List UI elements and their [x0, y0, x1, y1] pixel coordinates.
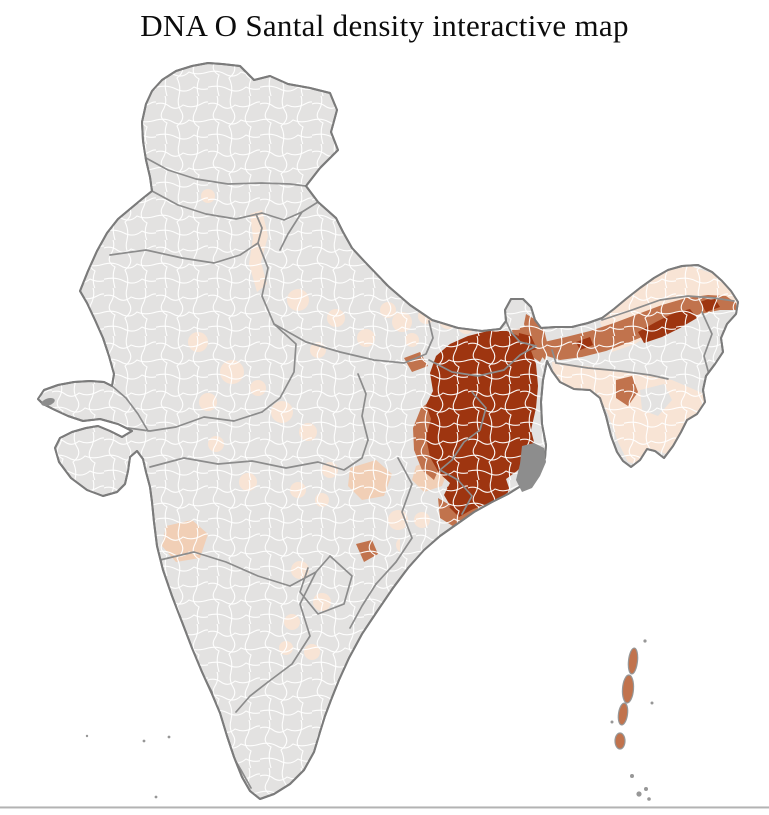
state-border-line — [428, 345, 537, 377]
island — [614, 732, 626, 750]
india-coastline — [37, 62, 739, 800]
state-border-line — [109, 213, 263, 264]
islet-dot — [647, 797, 651, 801]
state-border-line — [551, 349, 557, 364]
state-border-line — [267, 571, 317, 683]
kutch-islet[interactable] — [40, 397, 55, 408]
state-border-line — [299, 555, 353, 615]
island — [621, 674, 635, 704]
state-border-line — [439, 391, 487, 471]
state-border-line — [273, 320, 434, 364]
state-border-line — [439, 469, 473, 515]
state-border-line — [279, 211, 303, 251]
islet-dot — [636, 791, 642, 797]
state-border-line — [505, 320, 537, 347]
state-border-line — [701, 311, 713, 379]
islet-dot — [85, 734, 89, 738]
state-border-line — [149, 439, 369, 471]
islet-dot — [142, 739, 146, 743]
islet-dot — [650, 701, 654, 705]
islet-dot — [610, 720, 614, 724]
islet-dot — [643, 639, 647, 643]
bottom-divider-light — [0, 808, 769, 809]
state-border-line — [555, 362, 669, 380]
sundarbans-delta[interactable] — [516, 443, 546, 492]
state-border-line — [127, 411, 263, 432]
state-border-line — [111, 385, 149, 432]
islet-dot — [630, 774, 634, 778]
andaman-islands[interactable] — [614, 647, 639, 750]
district-mesh — [38, 63, 738, 799]
state-border-line — [349, 583, 377, 629]
state-border-line — [375, 457, 413, 585]
state-border-line — [257, 242, 297, 413]
state-border-line — [601, 295, 735, 321]
bottom-divider — [0, 806, 769, 808]
islet-dot — [644, 787, 648, 791]
minor-islands — [85, 639, 654, 801]
state-border-line — [151, 190, 319, 221]
state-border-line — [145, 157, 307, 187]
islet-dot — [167, 735, 171, 739]
state-border-line — [357, 373, 369, 441]
island — [617, 702, 629, 726]
page-title: DNA O Santal density interactive map — [140, 8, 629, 43]
island — [627, 647, 639, 675]
islet-dot — [154, 795, 158, 799]
state-border-line — [235, 681, 269, 713]
